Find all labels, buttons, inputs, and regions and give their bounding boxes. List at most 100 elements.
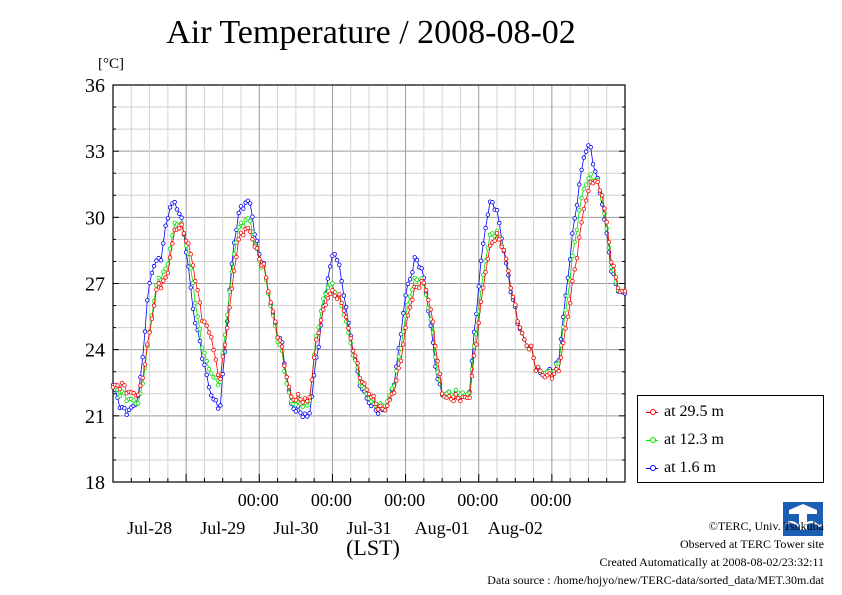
data-point — [186, 241, 191, 246]
data-point — [572, 239, 577, 245]
data-point — [606, 239, 612, 245]
data-point — [188, 266, 193, 271]
data-point — [218, 376, 223, 382]
legend: at 29.5 m at 12.3 m at 1.6 m — [637, 395, 824, 483]
data-point — [401, 310, 406, 316]
data-point — [467, 395, 472, 400]
data-point — [193, 321, 198, 326]
data-point — [327, 264, 333, 269]
legend-label-12-3m: at 12.3 m — [664, 431, 724, 448]
data-point — [394, 378, 399, 383]
chart-title: Air Temperature / 2008-08-02 — [166, 14, 576, 51]
data-point — [138, 383, 143, 388]
data-point — [497, 237, 502, 242]
data-point — [325, 296, 331, 301]
data-point — [179, 222, 184, 227]
data-point — [579, 167, 584, 173]
data-point — [570, 231, 575, 236]
data-point — [474, 342, 479, 347]
data-point — [330, 281, 335, 286]
data-point — [273, 319, 278, 324]
data-point — [410, 297, 415, 302]
legend-swatch-red — [646, 406, 658, 418]
data-point — [124, 412, 129, 417]
data-point — [375, 407, 381, 412]
data-point — [142, 362, 148, 367]
data-point — [570, 278, 575, 284]
data-point — [581, 155, 587, 160]
data-point — [343, 304, 349, 310]
data-point — [241, 224, 246, 229]
data-point — [433, 343, 438, 349]
data-point — [572, 267, 577, 272]
data-point — [373, 401, 379, 407]
data-point — [478, 258, 484, 263]
data-point — [277, 338, 283, 343]
data-point — [483, 270, 488, 275]
data-point — [412, 255, 417, 260]
data-point — [213, 375, 219, 381]
data-point — [428, 307, 433, 312]
data-point — [577, 208, 582, 213]
data-point — [149, 316, 155, 321]
data-point — [506, 268, 511, 274]
data-point — [263, 275, 269, 280]
data-point — [305, 414, 310, 419]
x-time-label: 00:00 — [384, 490, 425, 510]
y-tick-label: 27 — [85, 274, 105, 296]
data-point — [215, 383, 221, 388]
data-point — [300, 404, 305, 409]
data-point — [213, 398, 219, 403]
data-point — [204, 358, 209, 364]
data-point — [391, 390, 397, 396]
data-point — [231, 251, 237, 257]
x-date-label: Aug-01 — [415, 518, 470, 538]
data-point — [490, 200, 495, 205]
data-point — [195, 314, 200, 319]
data-point — [455, 396, 461, 401]
data-point — [122, 383, 127, 388]
x-date-label: Jul-29 — [200, 518, 245, 538]
data-point — [570, 253, 575, 259]
legend-item-29-5m: at 29.5 m — [646, 402, 724, 422]
data-point — [410, 270, 415, 275]
data-point — [579, 220, 584, 225]
x-axis-label: (LST) — [346, 535, 400, 560]
data-point — [190, 263, 196, 268]
data-point — [435, 358, 440, 364]
data-point — [247, 229, 253, 234]
data-point — [439, 391, 445, 396]
data-point — [314, 337, 319, 342]
data-point — [241, 232, 246, 238]
data-point — [204, 323, 209, 328]
data-point — [327, 291, 333, 297]
data-point — [513, 302, 518, 307]
data-point — [421, 280, 427, 285]
data-point — [561, 340, 566, 346]
data-point — [588, 144, 593, 150]
data-point — [206, 330, 212, 335]
data-point — [321, 307, 326, 312]
legend-item-12-3m: at 12.3 m — [646, 430, 724, 450]
data-point — [325, 285, 331, 290]
data-point — [437, 378, 443, 383]
data-point — [483, 225, 488, 231]
data-point — [522, 337, 527, 342]
data-point — [346, 326, 351, 331]
data-point — [563, 308, 568, 313]
data-point — [177, 226, 182, 231]
data-point — [161, 278, 166, 283]
data-point — [270, 309, 276, 314]
data-point — [490, 231, 495, 236]
data-point — [238, 220, 244, 225]
data-point — [209, 371, 214, 376]
data-point — [188, 285, 193, 290]
data-point — [158, 258, 164, 263]
data-point — [323, 291, 328, 297]
data-point — [574, 255, 580, 261]
data-point — [131, 398, 136, 403]
data-point — [577, 235, 582, 240]
data-point — [282, 363, 287, 368]
data-point — [405, 281, 411, 287]
data-point — [165, 216, 171, 221]
